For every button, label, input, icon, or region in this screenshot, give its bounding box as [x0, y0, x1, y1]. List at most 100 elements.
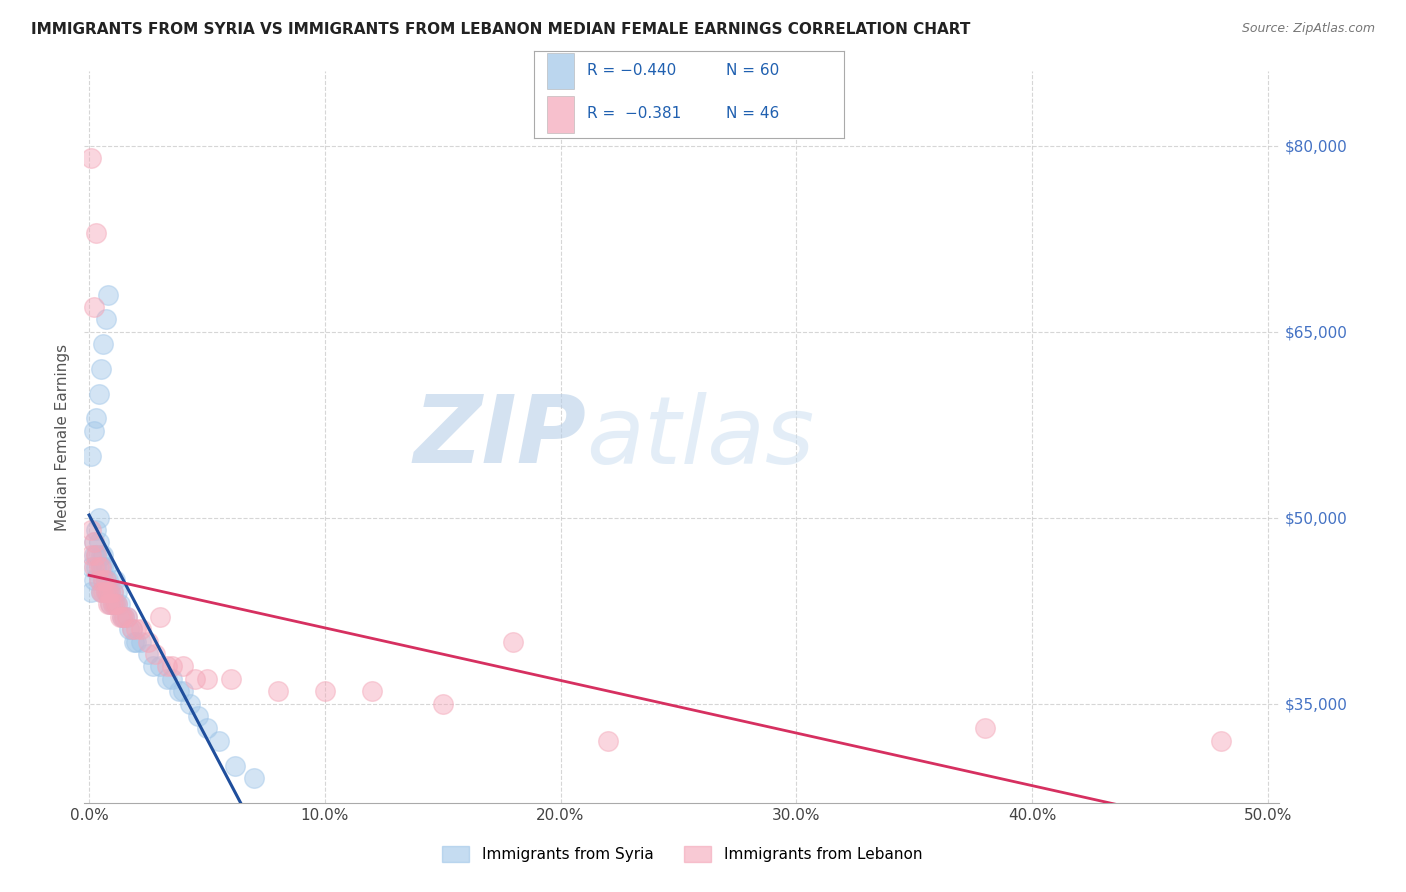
- Point: [84, 560, 107, 574]
- Point: [142, 659, 165, 673]
- Point: [84, 548, 107, 562]
- Point: [84, 523, 107, 537]
- Point: [224, 758, 246, 772]
- Point: [118, 622, 141, 636]
- Point: [314, 684, 336, 698]
- Point: [156, 659, 179, 673]
- Point: [94, 573, 117, 587]
- Point: [172, 684, 194, 698]
- Point: [97, 585, 120, 599]
- Point: [101, 598, 124, 612]
- Point: [98, 598, 121, 612]
- Point: [105, 598, 128, 612]
- Point: [160, 659, 183, 673]
- Point: [136, 634, 159, 648]
- Point: [101, 585, 124, 599]
- Point: [94, 585, 117, 599]
- Point: [114, 610, 136, 624]
- Point: [243, 771, 266, 785]
- Point: [80, 548, 103, 562]
- Point: [219, 672, 242, 686]
- Point: [83, 548, 105, 562]
- Point: [97, 287, 120, 301]
- Point: [83, 560, 105, 574]
- Point: [101, 585, 124, 599]
- Point: [94, 573, 117, 587]
- Point: [83, 573, 105, 587]
- Point: [1209, 734, 1232, 748]
- Point: [167, 684, 190, 698]
- Point: [122, 634, 145, 648]
- Point: [121, 622, 143, 636]
- Point: [83, 300, 105, 314]
- Point: [97, 573, 120, 587]
- Point: [80, 585, 103, 599]
- Point: [91, 585, 114, 599]
- Point: [104, 573, 127, 587]
- Point: [84, 226, 107, 240]
- Point: [94, 312, 117, 326]
- Point: [87, 560, 110, 574]
- Point: [91, 548, 114, 562]
- Point: [149, 610, 172, 624]
- Point: [129, 634, 152, 648]
- Point: [91, 337, 114, 351]
- Point: [87, 573, 110, 587]
- Point: [596, 734, 619, 748]
- Bar: [547, 53, 575, 89]
- Point: [104, 598, 127, 612]
- Point: [80, 151, 103, 165]
- Text: IMMIGRANTS FROM SYRIA VS IMMIGRANTS FROM LEBANON MEDIAN FEMALE EARNINGS CORRELAT: IMMIGRANTS FROM SYRIA VS IMMIGRANTS FROM…: [31, 22, 970, 37]
- Point: [105, 585, 128, 599]
- Point: [87, 386, 110, 401]
- Point: [125, 622, 148, 636]
- Point: [90, 560, 112, 574]
- Point: [266, 684, 288, 698]
- Point: [149, 659, 172, 673]
- Point: [195, 672, 218, 686]
- Legend: Immigrants from Syria, Immigrants from Lebanon: Immigrants from Syria, Immigrants from L…: [436, 840, 928, 868]
- Point: [91, 560, 114, 574]
- Point: [160, 672, 183, 686]
- Point: [83, 535, 105, 549]
- Point: [80, 560, 103, 574]
- Point: [87, 535, 110, 549]
- Point: [83, 535, 105, 549]
- Point: [97, 585, 120, 599]
- Point: [172, 659, 194, 673]
- Y-axis label: Median Female Earnings: Median Female Earnings: [55, 343, 70, 531]
- Point: [101, 598, 124, 612]
- Point: [91, 573, 114, 587]
- Point: [90, 585, 112, 599]
- Point: [973, 722, 995, 736]
- Point: [98, 585, 121, 599]
- Point: [108, 598, 131, 612]
- Point: [502, 634, 524, 648]
- Point: [94, 560, 117, 574]
- Point: [98, 585, 121, 599]
- Text: atlas: atlas: [586, 392, 814, 483]
- Point: [186, 709, 208, 723]
- Text: R =  −0.381: R = −0.381: [586, 106, 681, 121]
- Point: [115, 610, 138, 624]
- Point: [97, 598, 120, 612]
- Point: [84, 411, 107, 425]
- Point: [80, 523, 103, 537]
- Point: [114, 610, 136, 624]
- Point: [90, 362, 112, 376]
- Point: [156, 672, 179, 686]
- Text: ZIP: ZIP: [413, 391, 586, 483]
- Point: [136, 647, 159, 661]
- Point: [121, 622, 143, 636]
- Point: [143, 647, 166, 661]
- Point: [432, 697, 454, 711]
- Point: [115, 610, 138, 624]
- Point: [80, 449, 103, 463]
- Point: [129, 622, 152, 636]
- Point: [105, 598, 128, 612]
- Point: [90, 560, 112, 574]
- Point: [208, 734, 231, 748]
- Point: [84, 548, 107, 562]
- Point: [104, 598, 127, 612]
- Text: N = 60: N = 60: [725, 62, 779, 78]
